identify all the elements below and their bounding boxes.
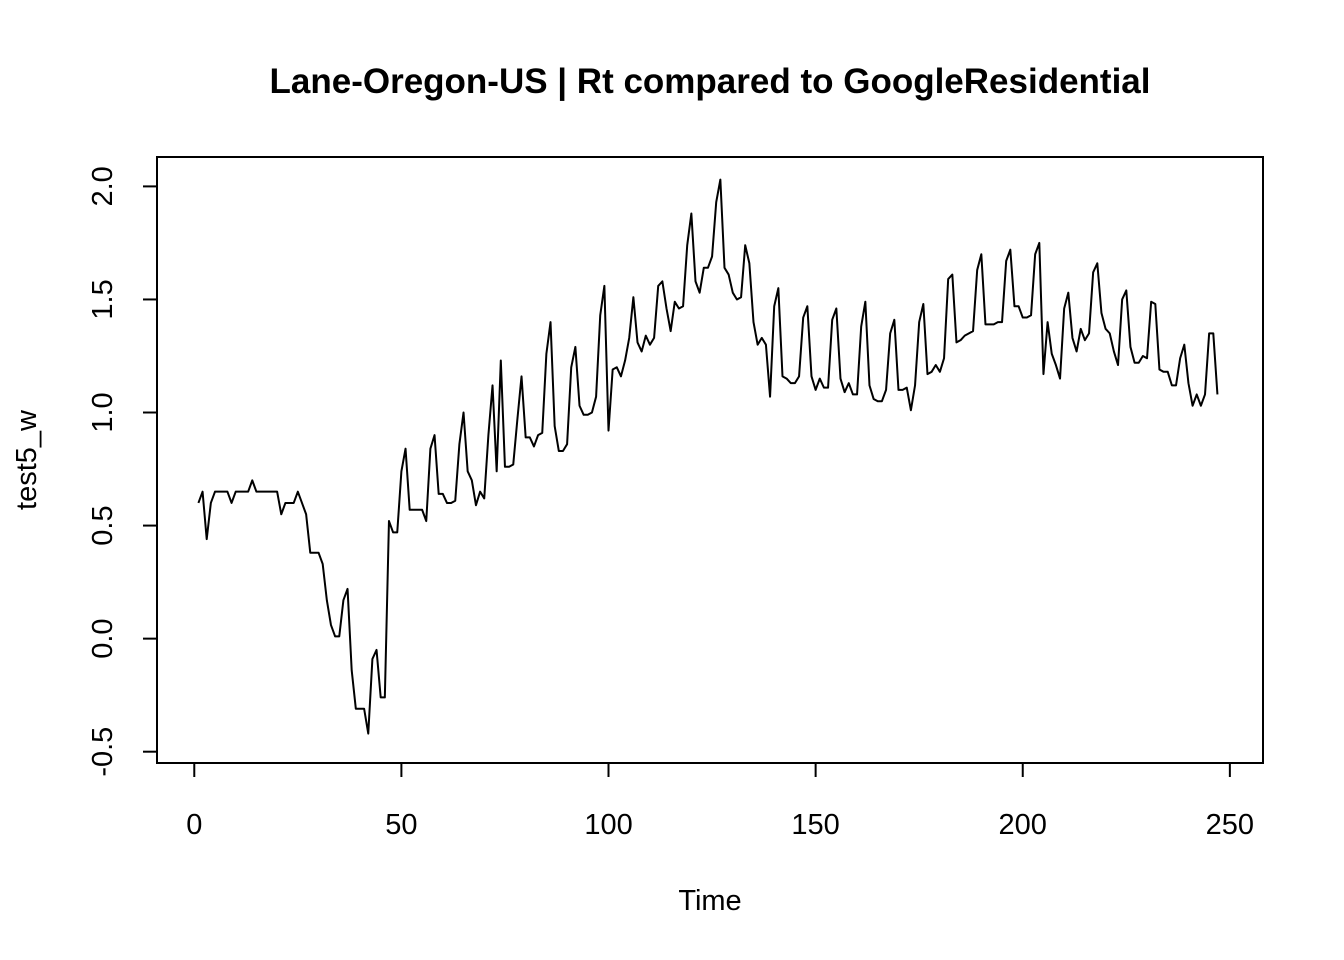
chart-title: Lane-Oregon-US | Rt compared to GoogleRe… xyxy=(270,62,1151,101)
x-axis: 0 50 100 150 200 250 xyxy=(186,762,1254,841)
series-line xyxy=(197,178,1219,735)
y-tick-label: 1.5 xyxy=(87,279,119,319)
x-tick-label: 50 xyxy=(385,809,417,841)
x-axis-label: Time xyxy=(678,885,741,917)
y-tick-label: 0.5 xyxy=(87,505,119,545)
x-tick-label: 250 xyxy=(1206,809,1254,841)
y-tick-label: -0.5 xyxy=(87,727,119,777)
x-tick-label: 100 xyxy=(584,809,632,841)
x-tick-label: 200 xyxy=(999,809,1047,841)
y-tick-label: 0.0 xyxy=(87,618,119,658)
y-tick-label: 2.0 xyxy=(87,166,119,206)
y-tick-label: 1.0 xyxy=(87,392,119,432)
y-axis: -0.5 0.0 0.5 1.0 1.5 2.0 xyxy=(87,166,158,777)
x-tick-label: 150 xyxy=(791,809,839,841)
x-tick-label: 0 xyxy=(186,809,202,841)
plot-frame xyxy=(156,156,1264,764)
y-axis-label: test5_w xyxy=(11,409,43,510)
